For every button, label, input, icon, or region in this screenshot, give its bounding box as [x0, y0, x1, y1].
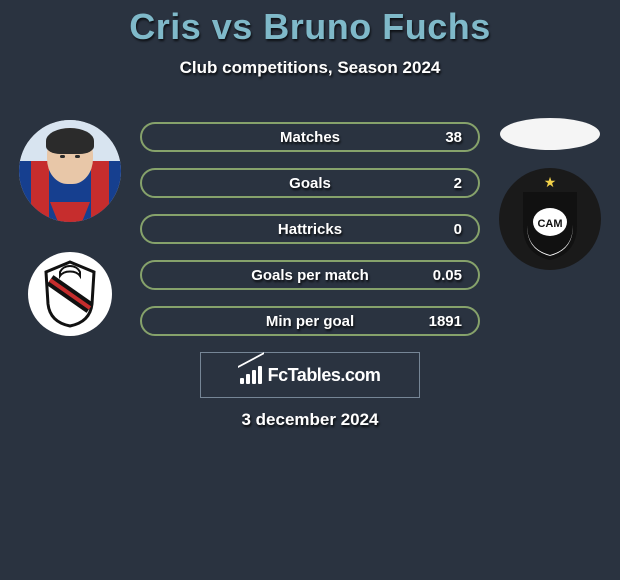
branding-box: FcTables.com [200, 352, 420, 398]
page-title: Cris vs Bruno Fuchs [0, 6, 620, 48]
player-left-column: ✚ [10, 120, 130, 336]
stat-label: Matches [218, 129, 402, 146]
stat-right-value: 2 [402, 175, 462, 192]
stat-right-value: 38 [402, 129, 462, 146]
player-left-avatar [19, 120, 121, 222]
player-right-avatar [500, 118, 600, 150]
player-right-column: ★ CAM [490, 118, 610, 270]
atletico-mg-crest-icon: CAM [521, 190, 579, 260]
stat-label: Hattricks [218, 221, 402, 238]
stat-row: Hattricks 0 [140, 214, 480, 244]
vasco-crest-icon: ✚ [42, 260, 98, 328]
stat-label: Min per goal [218, 313, 402, 330]
stats-list: Matches 38 Goals 2 Hattricks 0 Goals per… [140, 122, 480, 352]
stat-row: Goals 2 [140, 168, 480, 198]
stat-right-value: 0 [402, 221, 462, 238]
date-text: 3 december 2024 [0, 410, 620, 430]
chart-icon [240, 366, 262, 384]
branding-text: FcTables.com [268, 365, 381, 386]
player-right-club-crest: ★ CAM [499, 168, 601, 270]
stat-label: Goals per match [218, 267, 402, 284]
stat-right-value: 1891 [402, 313, 462, 330]
stat-row: Min per goal 1891 [140, 306, 480, 336]
stat-row: Matches 38 [140, 122, 480, 152]
stat-right-value: 0.05 [402, 267, 462, 284]
player-left-club-crest: ✚ [28, 252, 112, 336]
subtitle: Club competitions, Season 2024 [0, 58, 620, 78]
svg-text:CAM: CAM [537, 218, 562, 230]
comparison-card: Cris vs Bruno Fuchs Club competitions, S… [0, 0, 620, 580]
star-icon: ★ [544, 174, 557, 191]
stat-row: Goals per match 0.05 [140, 260, 480, 290]
stat-label: Goals [218, 175, 402, 192]
